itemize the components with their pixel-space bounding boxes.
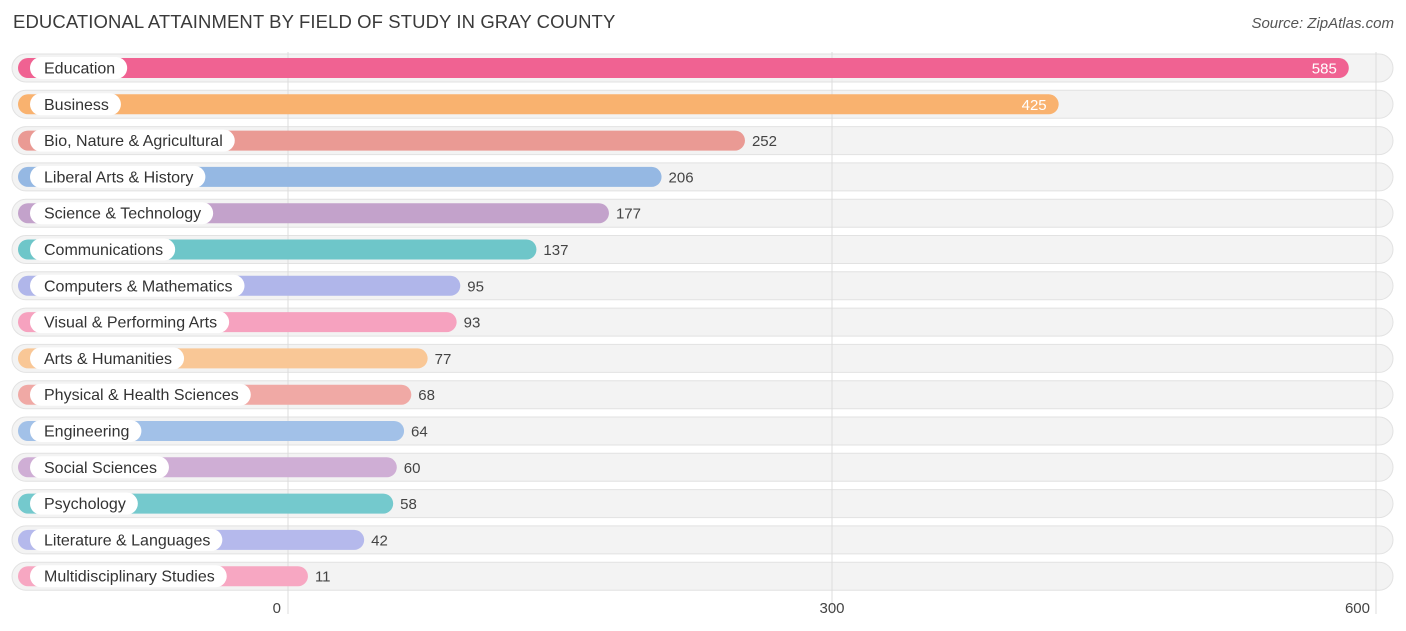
category-label: Physical & Health Sciences — [44, 387, 239, 404]
category-label-pill — [30, 93, 121, 116]
bar — [18, 94, 1059, 115]
tick-label: 600 — [1345, 600, 1370, 617]
value-label: 68 — [418, 387, 435, 404]
category-label-pill — [30, 456, 169, 479]
category-label-pill — [30, 202, 214, 225]
category-label-pill — [30, 274, 245, 297]
category-label: Bio, Nature & Agricultural — [44, 133, 223, 150]
category-label-pill — [30, 165, 206, 188]
category-label: Liberal Arts & History — [44, 169, 193, 186]
category-label-pill — [30, 129, 235, 152]
source-label: Source: ZipAtlas.com — [1251, 15, 1394, 32]
value-label: 93 — [464, 315, 481, 332]
category-label: Business — [44, 97, 109, 114]
value-label: 11 — [315, 569, 331, 586]
value-label: 177 — [616, 206, 641, 223]
bar — [18, 58, 1349, 78]
category-label-pill — [30, 420, 142, 442]
value-label: 425 — [1022, 97, 1047, 114]
value-label: 58 — [400, 496, 417, 513]
category-label: Visual & Performing Arts — [44, 315, 217, 332]
category-label: Multidisciplinary Studies — [44, 569, 215, 586]
category-label-pill — [30, 528, 223, 551]
value-label: 60 — [404, 460, 421, 477]
tick-label: 300 — [819, 600, 844, 617]
category-label-pill — [30, 238, 176, 261]
value-label: 64 — [411, 424, 428, 441]
value-label: 585 — [1312, 61, 1337, 78]
category-label-pill — [30, 57, 128, 79]
category-label-pill — [30, 311, 230, 334]
category-label: Computers & Mathematics — [44, 278, 233, 295]
category-label: Engineering — [44, 424, 129, 441]
chart-title: EDUCATIONAL ATTAINMENT BY FIELD OF STUDY… — [13, 11, 616, 32]
category-label: Arts & Humanities — [44, 351, 172, 368]
value-label: 206 — [669, 169, 694, 186]
category-label-pill — [30, 383, 251, 406]
category-label: Literature & Languages — [44, 532, 210, 549]
category-label: Communications — [44, 242, 163, 259]
value-label: 137 — [543, 242, 568, 259]
value-label: 252 — [752, 133, 777, 150]
value-label: 77 — [435, 351, 452, 368]
category-label: Science & Technology — [44, 206, 201, 223]
category-label-pill — [30, 347, 185, 370]
tick-label: 0 — [273, 600, 281, 617]
category-label-pill — [30, 492, 138, 515]
category-label-pill — [30, 565, 227, 588]
category-label: Education — [44, 61, 115, 78]
row-track — [11, 561, 1394, 591]
category-label: Psychology — [44, 496, 126, 513]
value-label: 95 — [467, 278, 484, 295]
value-label: 42 — [371, 532, 388, 549]
category-label: Social Sciences — [44, 460, 157, 477]
